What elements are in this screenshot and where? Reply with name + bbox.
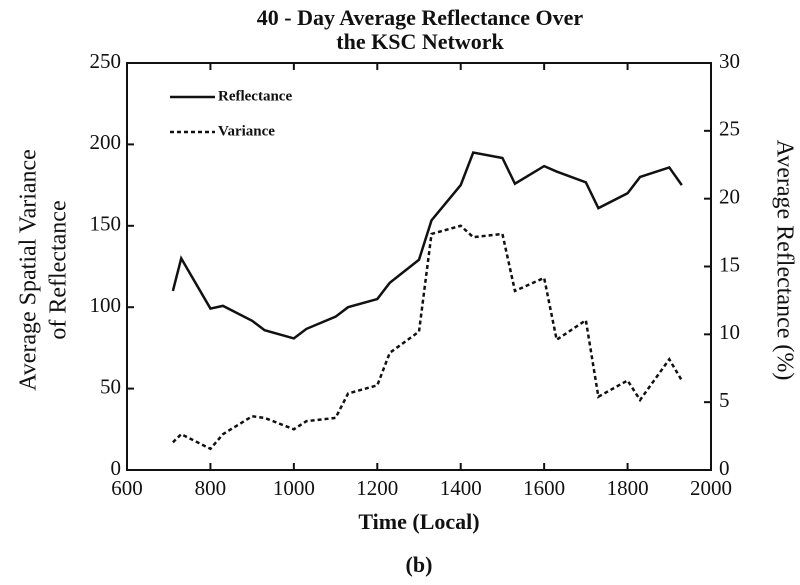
x-tick-label: 1600 — [523, 476, 565, 500]
x-tick-label: 1800 — [607, 476, 649, 500]
line-series — [171, 151, 683, 340]
y2-tick-label: 0 — [719, 456, 730, 480]
y-axis-label: Average Spatial Variance — [16, 149, 42, 391]
x-tick-label: 2000 — [690, 476, 732, 500]
x-tick-label: 1400 — [440, 476, 482, 500]
y-tick-label: 100 — [90, 293, 122, 317]
y2-tick-label: 20 — [719, 184, 740, 208]
y-tick-label: 250 — [90, 49, 122, 73]
y-axis-label: of Reflectance — [46, 200, 72, 339]
y2-tick-label: 25 — [719, 117, 740, 141]
x-tick-label: 1200 — [356, 476, 398, 500]
y-tick-label: 200 — [90, 130, 122, 154]
y2-tick-label: 5 — [719, 388, 730, 412]
x-axis-label: Time (Local) — [358, 509, 479, 534]
y2-tick-label: 15 — [719, 252, 740, 276]
legend-label: Reflectance — [218, 88, 292, 104]
y2-tick-label: 30 — [719, 49, 740, 73]
y-tick-label: 150 — [90, 212, 122, 236]
chart-title: the KSC Network — [336, 29, 504, 54]
y-tick-label: 0 — [111, 456, 122, 480]
x-tick-label: 600 — [111, 476, 143, 500]
legend-label: Variance — [218, 123, 275, 139]
caption: (b) — [406, 552, 433, 577]
x-tick-label: 800 — [195, 476, 227, 500]
chart-title: 40 - Day Average Reflectance Over — [257, 5, 584, 30]
y-tick-label: 50 — [100, 374, 121, 398]
y2-axis-label: Average Reflectance (%) — [771, 140, 797, 381]
line-series — [172, 224, 683, 451]
plot-frame — [126, 62, 712, 471]
x-tick-label: 1000 — [273, 476, 315, 500]
y2-tick-label: 10 — [719, 320, 740, 344]
